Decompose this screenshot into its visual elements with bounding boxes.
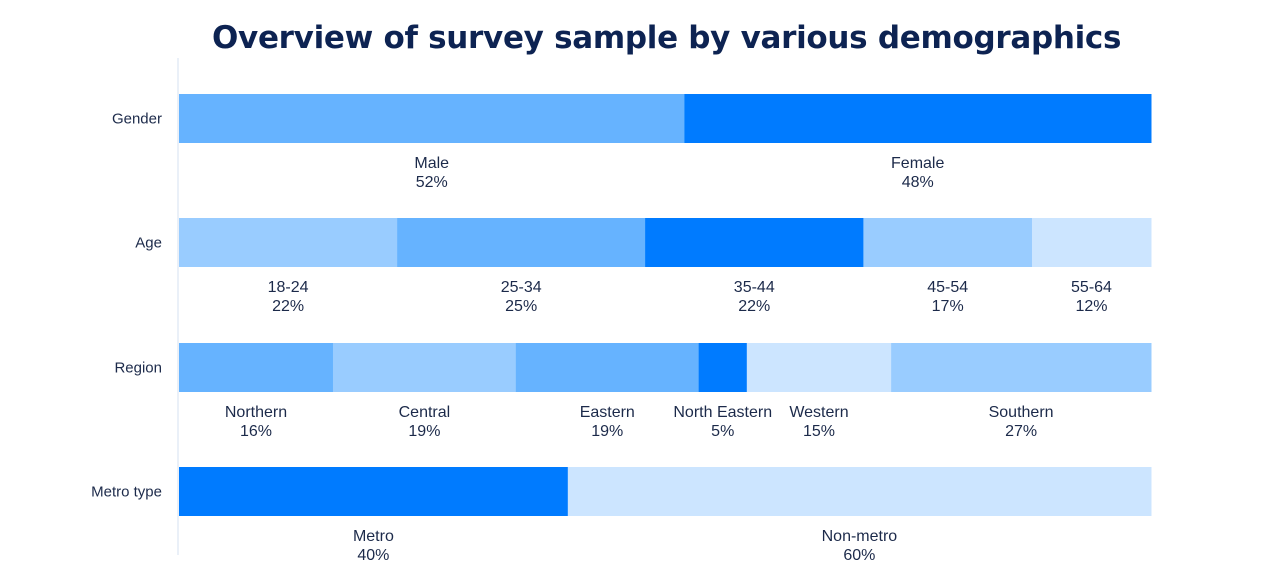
segment-name-label-female: Female bbox=[891, 155, 944, 172]
bar-segment-metro-type-non-metro bbox=[567, 467, 1152, 516]
segment-name-label-north-eastern: North Eastern bbox=[673, 404, 772, 421]
segment-value-label-western: 15% bbox=[803, 423, 835, 440]
bar-segment-region-eastern bbox=[515, 343, 700, 392]
bar-segment-age-35-44 bbox=[645, 218, 864, 267]
segment-name-label-metro: Metro bbox=[353, 528, 394, 545]
segment-value-label-north-eastern: 5% bbox=[711, 423, 734, 440]
bar-segment-region-northern bbox=[179, 343, 334, 392]
segment-value-label-45-54: 17% bbox=[932, 298, 964, 315]
segment-value-label-metro: 40% bbox=[357, 547, 389, 564]
segment-name-label-non-metro: Non-metro bbox=[822, 528, 898, 545]
bar-segment-age-25-34 bbox=[397, 218, 646, 267]
segment-name-label-55-64: 55-64 bbox=[1071, 279, 1112, 296]
segment-value-label-eastern: 19% bbox=[591, 423, 623, 440]
bar-segment-age-18-24 bbox=[179, 218, 398, 267]
chart-title: Overview of survey sample by various dem… bbox=[212, 20, 1122, 56]
segment-name-label-southern: Southern bbox=[989, 404, 1054, 421]
bar-segment-metro-type-metro bbox=[179, 467, 569, 516]
bar-row-age: Age 18-24 22% 25-34 25% 35-44 22% 45-54 17% 55-64… bbox=[135, 218, 1152, 315]
segment-name-label-35-44: 35-44 bbox=[734, 279, 775, 296]
segment-value-label-35-44: 22% bbox=[738, 298, 770, 315]
row-label-metro-type: Metro type bbox=[91, 484, 162, 501]
bar-segment-gender-female bbox=[684, 94, 1152, 143]
bar-row-metro-type: Metro type Metro 40% Non-metro 60% bbox=[91, 467, 1152, 564]
segment-value-label-male: 52% bbox=[416, 174, 448, 191]
row-label-region: Region bbox=[114, 360, 162, 377]
segment-value-label-northern: 16% bbox=[240, 423, 272, 440]
segment-name-label-male: Male bbox=[414, 155, 449, 172]
segment-name-label-western: Western bbox=[789, 404, 848, 421]
segment-name-label-25-34: 25-34 bbox=[501, 279, 542, 296]
segment-name-label-eastern: Eastern bbox=[580, 404, 635, 421]
bar-row-region: Region Northern 16% Central 19% Eastern 19% Nor… bbox=[114, 343, 1152, 440]
segment-name-label-18-24: 18-24 bbox=[268, 279, 309, 296]
bar-segment-gender-male bbox=[179, 94, 685, 143]
bar-segment-region-north-eastern bbox=[698, 343, 748, 392]
row-label-age: Age bbox=[135, 235, 162, 252]
bar-segment-region-western bbox=[746, 343, 892, 392]
segment-name-label-northern: Northern bbox=[225, 404, 287, 421]
segment-name-label-central: Central bbox=[399, 404, 451, 421]
segment-value-label-18-24: 22% bbox=[272, 298, 304, 315]
segment-value-label-25-34: 25% bbox=[505, 298, 537, 315]
bar-segment-region-southern bbox=[891, 343, 1152, 392]
segment-value-label-central: 19% bbox=[408, 423, 440, 440]
segment-value-label-55-64: 12% bbox=[1075, 298, 1107, 315]
bar-segment-age-55-64 bbox=[1031, 218, 1152, 267]
bar-segment-age-45-54 bbox=[863, 218, 1033, 267]
segment-value-label-southern: 27% bbox=[1005, 423, 1037, 440]
segment-name-label-45-54: 45-54 bbox=[927, 279, 968, 296]
row-label-gender: Gender bbox=[112, 111, 162, 128]
bar-row-gender: Gender Male 52% Female 48% bbox=[112, 94, 1152, 191]
bar-segment-region-central bbox=[332, 343, 517, 392]
segment-value-label-female: 48% bbox=[902, 174, 934, 191]
segment-value-label-non-metro: 60% bbox=[843, 547, 875, 564]
